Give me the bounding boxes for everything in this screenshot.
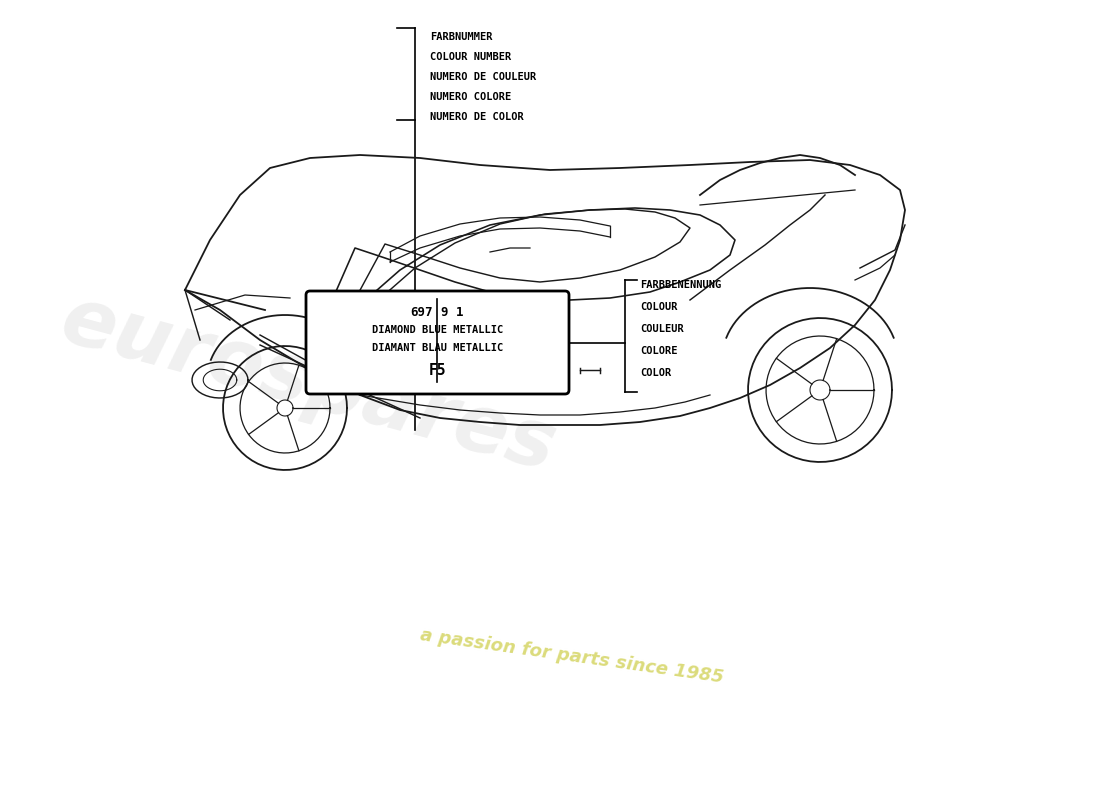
Text: COLOUR NUMBER: COLOUR NUMBER — [430, 52, 512, 62]
Text: 697: 697 — [410, 306, 433, 319]
Text: 9 1: 9 1 — [441, 306, 463, 319]
Text: NUMERO COLORE: NUMERO COLORE — [430, 92, 512, 102]
Text: DIAMOND BLUE METALLIC: DIAMOND BLUE METALLIC — [372, 325, 503, 335]
Text: FARBNUMMER: FARBNUMMER — [430, 32, 493, 42]
Text: NUMERO DE COULEUR: NUMERO DE COULEUR — [430, 72, 537, 82]
Text: COULEUR: COULEUR — [640, 324, 684, 334]
Text: COLOR: COLOR — [640, 368, 671, 378]
Text: eurospares: eurospares — [52, 281, 564, 487]
Text: FARBBENENNUNG: FARBBENENNUNG — [640, 280, 722, 290]
Text: COLOUR: COLOUR — [640, 302, 678, 312]
Text: NUMERO DE COLOR: NUMERO DE COLOR — [430, 112, 524, 122]
Text: COLORE: COLORE — [640, 346, 678, 356]
Text: F5: F5 — [429, 363, 447, 378]
FancyBboxPatch shape — [306, 291, 569, 394]
Text: a passion for parts since 1985: a passion for parts since 1985 — [419, 626, 725, 686]
Text: DIAMANT BLAU METALLIC: DIAMANT BLAU METALLIC — [372, 343, 503, 353]
